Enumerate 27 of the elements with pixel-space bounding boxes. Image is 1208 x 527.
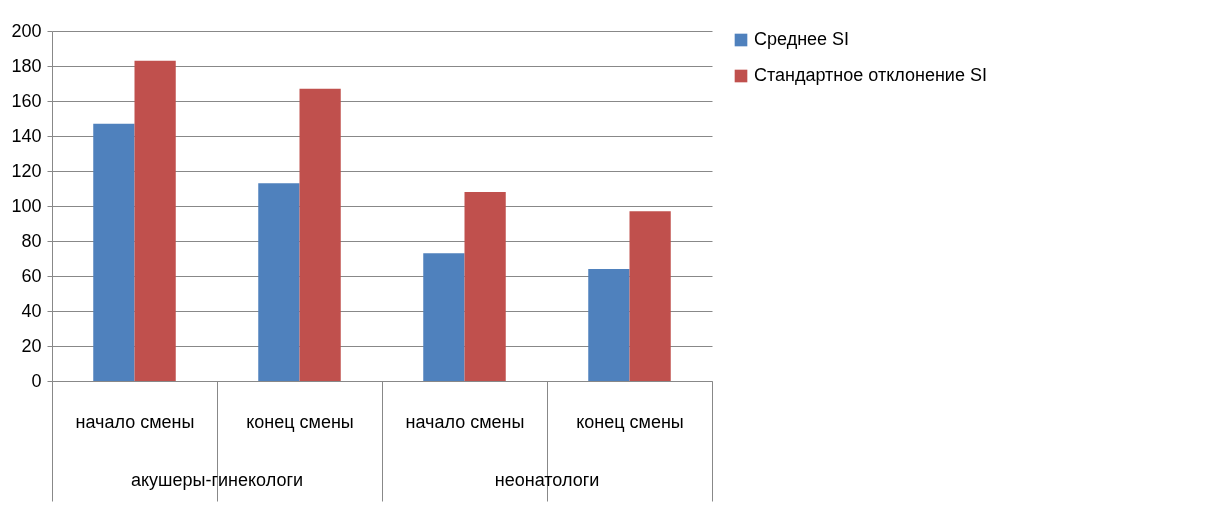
x-tick-label: конец смены — [576, 411, 684, 432]
y-tick-label: 120 — [11, 160, 42, 181]
bar — [258, 183, 300, 381]
x-tick-label: начало смены — [405, 411, 525, 432]
y-tick-label: 100 — [11, 195, 42, 216]
y-tick-label: 160 — [11, 90, 42, 111]
legend-label: Стандартное отклонение SI — [754, 65, 987, 85]
y-tick-label: 20 — [21, 335, 42, 356]
y-tick-label: 200 — [11, 20, 42, 41]
bar — [423, 253, 465, 381]
bar — [464, 192, 506, 381]
y-tick-label: 40 — [21, 300, 42, 321]
bar — [588, 269, 630, 381]
y-tick-label: 60 — [21, 265, 42, 286]
y-tick-label: 0 — [31, 370, 42, 391]
x-tick-label: начало смены — [75, 411, 195, 432]
y-tick-label: 180 — [11, 55, 42, 76]
legend-label: Среднее SI — [754, 29, 850, 49]
y-tick-label: 140 — [11, 125, 42, 146]
text: акушеры-гинекологи — [130, 470, 304, 490]
y-tick-label: 80 — [21, 230, 42, 251]
bar — [629, 211, 671, 381]
bar — [93, 123, 135, 381]
bar — [134, 60, 176, 381]
x-tick-label: конец смены — [246, 411, 354, 432]
bar — [299, 88, 341, 381]
text: неонатологи — [494, 470, 600, 490]
